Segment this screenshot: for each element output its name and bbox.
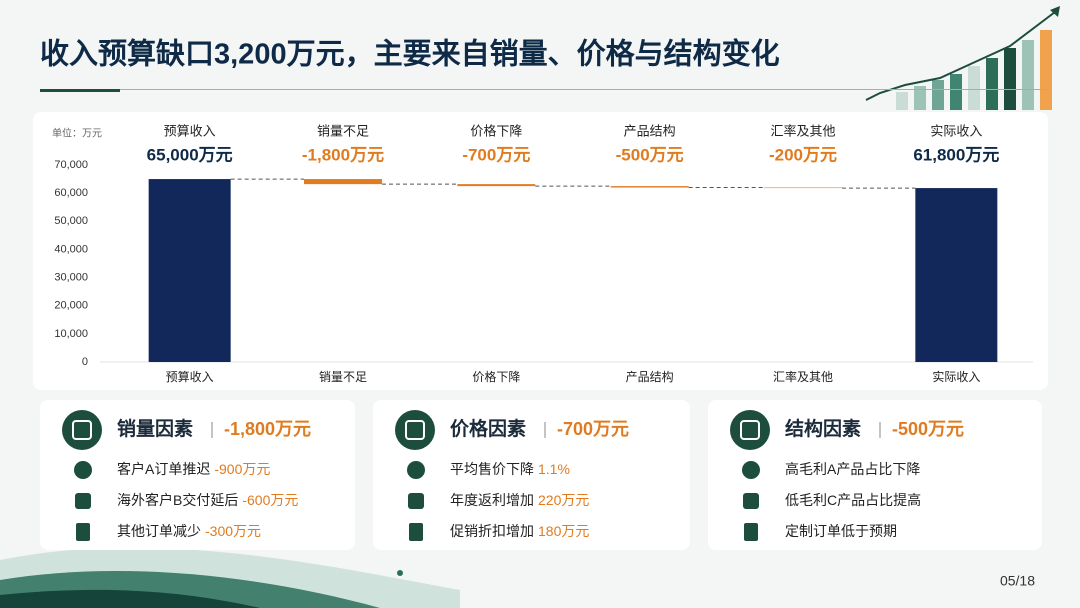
item-text: 高毛利A产品占比下降 — [785, 461, 920, 477]
bar-category-label: 价格下降 — [470, 123, 522, 138]
card-value: -1,800万元 — [224, 419, 311, 439]
page-title: 收入预算缺口3,200万元，主要来自销量、价格与结构变化 — [40, 37, 780, 71]
item-label: 低毛利C产品占比提高 — [785, 492, 921, 508]
item-text: 定制订单低于预期 — [785, 523, 897, 539]
item-icon — [409, 523, 423, 541]
x-tick-label: 价格下降 — [472, 369, 520, 384]
bar — [915, 188, 998, 362]
y-tick-label: 30,000 — [54, 271, 88, 283]
item-amount: -600万元 — [242, 492, 298, 508]
item-text: 海外客户B交付延后 -600万元 — [117, 492, 298, 508]
bar — [148, 179, 231, 362]
y-tick-label: 0 — [82, 356, 88, 368]
title-rule — [120, 89, 1050, 90]
bar-category-label: 预算收入 — [164, 123, 216, 138]
x-tick-label: 产品结构 — [626, 369, 674, 384]
card — [40, 400, 355, 550]
card — [708, 400, 1042, 550]
bar-category-label: 产品结构 — [624, 123, 676, 138]
bar — [764, 187, 842, 189]
chart: 0 10,000 20,000 30,000 40,000 50,000 60,000 70,… — [54, 123, 1033, 384]
y-tick-label: 50,000 — [54, 215, 88, 227]
item-text: 客户A订单推迟 -900万元 — [117, 461, 270, 477]
page-number: 05/18 — [1000, 573, 1035, 589]
item-label: 促销折扣增加 — [450, 523, 534, 539]
item-label: 海外客户B交付延后 — [117, 492, 238, 508]
item-label: 其他订单减少 — [117, 523, 201, 539]
bar-category-label: 实际收入 — [930, 123, 982, 138]
item-text: 平均售价下降 1.1% — [450, 461, 570, 477]
value-label: -200万元 — [769, 145, 837, 164]
item-icon — [742, 461, 760, 479]
item-amount: -300万元 — [205, 523, 261, 539]
x-tick-label: 汇率及其他 — [773, 369, 833, 384]
card-value: -700万元 — [557, 419, 629, 439]
card-icon — [730, 410, 770, 450]
item-icon — [74, 461, 92, 479]
item-amount: 1.1% — [538, 461, 570, 477]
item-label: 高毛利A产品占比下降 — [785, 461, 920, 477]
item-icon — [407, 461, 425, 479]
item-icon — [744, 523, 758, 541]
card-icon-glyph — [405, 420, 425, 440]
item-label: 定制订单低于预期 — [785, 523, 897, 539]
bar — [304, 179, 382, 185]
item-text: 促销折扣增加 180万元 — [450, 523, 589, 539]
value-label: -500万元 — [616, 145, 684, 164]
y-tick-label: 70,000 — [54, 159, 88, 171]
y-tick-label: 20,000 — [54, 300, 88, 312]
dot — [397, 570, 403, 576]
bar — [457, 184, 536, 187]
item-icon — [75, 493, 91, 509]
card-icon-glyph — [740, 420, 760, 440]
item-amount: -900万元 — [214, 461, 270, 477]
chart-panel — [33, 112, 1048, 390]
unit-label: 单位：万元 — [52, 127, 102, 140]
item-text: 其他订单减少 -300万元 — [117, 523, 261, 539]
x-tick-label: 销量不足 — [319, 370, 367, 384]
x-tick-label: 实际收入 — [932, 369, 980, 384]
card-icon — [395, 410, 435, 450]
bar-category-label: 汇率及其他 — [770, 123, 835, 138]
card-title: 结构因素 — [785, 417, 861, 440]
item-icon — [408, 493, 424, 509]
item-label: 平均售价下降 — [450, 461, 534, 477]
item-text: 年度返利增加 220万元 — [450, 492, 589, 508]
value-label: 65,000万元 — [147, 145, 233, 164]
y-tick-label: 10,000 — [54, 328, 88, 340]
item-label: 客户A订单推迟 — [117, 461, 210, 477]
wave — [0, 589, 260, 608]
item-amount: 180万元 — [538, 523, 589, 539]
card-value: -500万元 — [892, 419, 964, 439]
item-label: 年度返利增加 — [450, 492, 534, 508]
bar — [610, 186, 689, 188]
item-text: 低毛利C产品占比提高 — [785, 492, 921, 508]
item-icon — [76, 523, 90, 541]
title-rule — [40, 89, 120, 92]
item-icon — [743, 493, 759, 509]
y-tick-label: 40,000 — [54, 243, 88, 255]
card-icon — [62, 410, 102, 450]
card-title: 价格因素 — [450, 417, 526, 440]
value-label: -700万元 — [462, 145, 530, 164]
x-tick-label: 预算收入 — [166, 369, 214, 384]
item-amount: 220万元 — [538, 492, 589, 508]
card-icon-glyph — [72, 420, 92, 440]
value-label: -1,800万元 — [302, 145, 384, 164]
bar-category-label: 销量不足 — [317, 123, 369, 138]
card-title: 销量因素 — [117, 417, 193, 440]
y-tick-label: 60,000 — [54, 187, 88, 199]
value-label: 61,800万元 — [913, 145, 999, 164]
card — [373, 400, 690, 550]
